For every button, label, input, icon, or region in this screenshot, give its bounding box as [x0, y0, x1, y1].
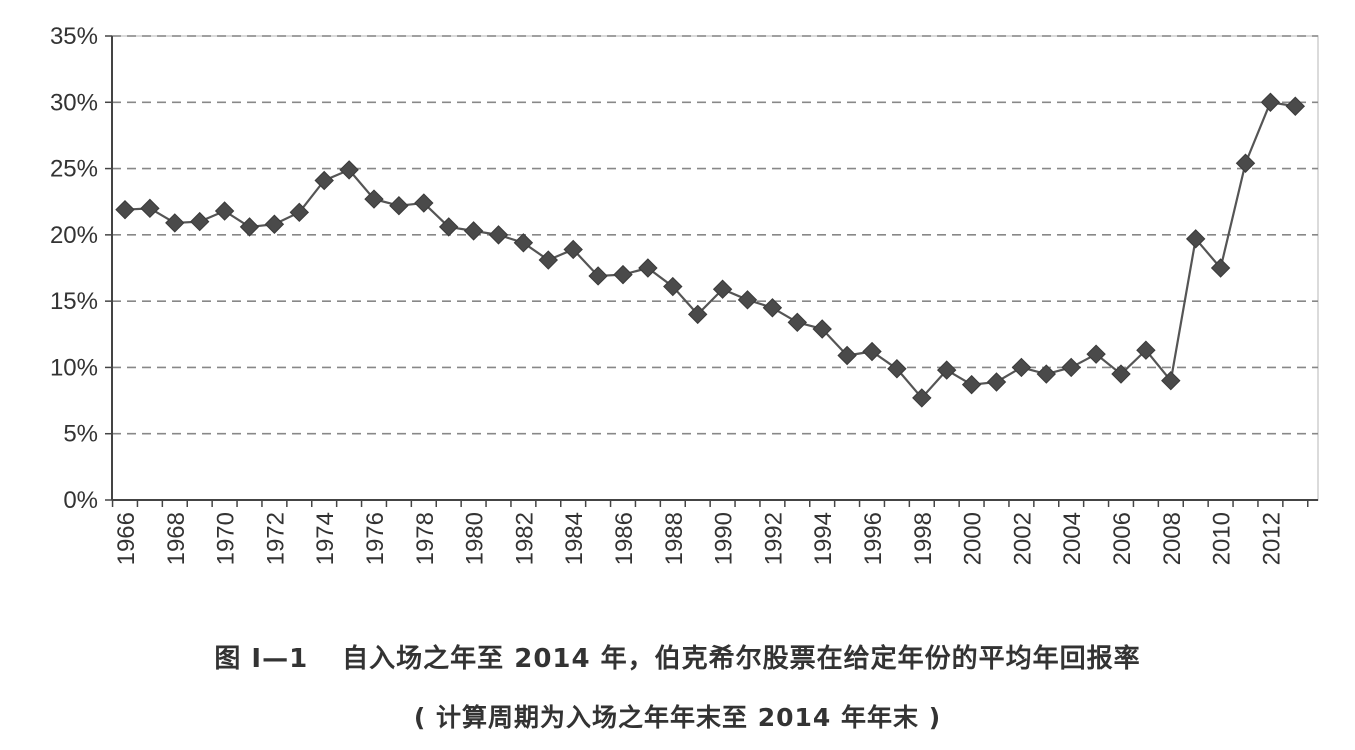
data-point: [389, 195, 409, 216]
caption-subtitle: ( 计算周期为入场之年年末至 2014 年年末 ): [413, 703, 942, 732]
data-point: [862, 341, 882, 362]
data-point: [264, 214, 285, 234]
data-point: [961, 374, 982, 395]
data-point: [737, 290, 758, 310]
data-point: [488, 225, 509, 245]
data-point: [787, 312, 808, 333]
x-tick-label: 1966: [113, 512, 140, 565]
x-tick-label: 1976: [362, 512, 389, 565]
data-point: [165, 213, 185, 233]
data-point: [1036, 364, 1057, 384]
x-tick-label: 2002: [1009, 512, 1036, 565]
data-point: [812, 319, 832, 339]
axes: [111, 36, 1318, 501]
y-tick-label: 25%: [50, 156, 98, 183]
x-tick-label: 1986: [611, 512, 638, 565]
data-point: [986, 372, 1007, 392]
data-point: [936, 360, 957, 380]
data-point: [414, 193, 434, 213]
data-point: [1210, 258, 1231, 278]
data-point: [438, 217, 459, 237]
x-tick-label: 1972: [262, 512, 289, 565]
data-point: [663, 276, 683, 297]
x-tick-label: 1994: [810, 512, 837, 565]
data-point: [712, 279, 733, 299]
x-tick-label: 1992: [760, 512, 787, 565]
x-tick-label: 2008: [1159, 512, 1186, 565]
y-tick-label: 10%: [50, 354, 98, 381]
x-tick-label: 2006: [1109, 512, 1136, 565]
data-point: [513, 233, 534, 253]
data-point: [189, 211, 210, 232]
data-point: [837, 345, 857, 366]
data-point: [687, 304, 708, 325]
data-point: [1136, 340, 1156, 360]
data-point: [239, 217, 260, 237]
data-point: [289, 202, 310, 223]
plot-border: [111, 35, 1319, 501]
y-tick-label: 20%: [50, 222, 98, 249]
data-point: [463, 221, 484, 241]
data-point: [563, 239, 583, 260]
data-point: [115, 199, 135, 220]
x-tick-label: 1968: [163, 512, 190, 565]
data-point: [1185, 229, 1206, 249]
data-point: [538, 250, 559, 270]
data-point: [638, 258, 658, 278]
data-point: [912, 388, 932, 408]
figure-number: 图 I—1: [214, 644, 309, 674]
x-tick-label: 2010: [1209, 512, 1236, 565]
data-point: [1111, 364, 1131, 384]
data-point: [339, 160, 359, 180]
y-tick-label: 5%: [63, 421, 98, 448]
x-tick-label: 1998: [910, 512, 937, 565]
data-point: [1061, 357, 1081, 378]
x-tick-labels: 1966 1968 1970 1972 1974 1976 1978 1980 1982 1984…: [111, 500, 1309, 565]
gridlines: [112, 35, 1318, 435]
x-tick-label: 1978: [412, 512, 439, 565]
x-tick-label: 1984: [561, 512, 588, 565]
x-tick-label: 1980: [462, 512, 489, 565]
line-chart: 0%5%10%15%20%25%30%35% 1966 1968 1970 1972 1…: [50, 23, 1319, 565]
data-point: [1235, 153, 1256, 173]
data-point: [588, 266, 608, 286]
y-tick-label: 30%: [50, 89, 98, 116]
data-point: [364, 189, 384, 209]
data-point: [1285, 96, 1306, 116]
x-tick-label: 2004: [1059, 512, 1086, 565]
data-point: [1161, 370, 1181, 391]
y-tick-labels: 0% 5% 10% 15% 20% 25% 30% 35%: [50, 23, 112, 514]
x-tick-label: 2000: [960, 512, 987, 565]
data-point: [613, 264, 633, 285]
data-point: [762, 298, 783, 318]
x-tick-label: 1988: [661, 512, 688, 565]
series-line: [124, 101, 1296, 400]
x-tick-label: 1996: [860, 512, 887, 565]
x-tick-label: 1990: [711, 512, 738, 565]
data-point: [140, 198, 160, 219]
data-point: [1011, 357, 1032, 378]
data-point: [887, 359, 907, 379]
y-tick-label: 0%: [63, 487, 98, 514]
chart-frame: [111, 35, 1319, 501]
y-tick-label: 35%: [50, 23, 98, 50]
series-line-path: [124, 101, 1296, 400]
x-tick-label: 1974: [312, 512, 339, 565]
x-tick-label: 1982: [511, 512, 538, 565]
data-point: [1086, 344, 1106, 364]
figure-caption: 图 I—1 自入场之年至 2014 年，伯克希尔股票在给定年份的平均年回报率: [0, 638, 1355, 675]
caption-title: 自入场之年至 2014 年，伯克希尔股票在给定年份的平均年回报率: [342, 644, 1141, 674]
y-tick-label: 15%: [50, 288, 98, 315]
x-tick-label: 1970: [213, 512, 240, 565]
data-point: [1260, 92, 1281, 112]
data-point: [314, 170, 334, 191]
series-markers: [115, 92, 1306, 408]
data-point: [214, 201, 235, 221]
x-tick-label: 2012: [1258, 512, 1285, 565]
